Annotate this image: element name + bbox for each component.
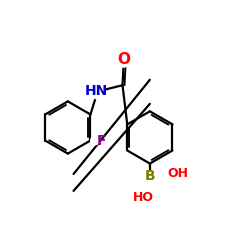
Circle shape <box>90 84 105 99</box>
Circle shape <box>144 171 155 182</box>
Text: B: B <box>144 170 155 183</box>
Circle shape <box>118 56 129 67</box>
Text: F: F <box>97 134 106 147</box>
Text: HO: HO <box>133 190 154 203</box>
Circle shape <box>91 136 99 145</box>
Text: HN: HN <box>85 84 108 98</box>
Circle shape <box>138 183 154 199</box>
Text: OH: OH <box>168 168 189 180</box>
Text: O: O <box>117 52 130 66</box>
Circle shape <box>162 166 178 182</box>
